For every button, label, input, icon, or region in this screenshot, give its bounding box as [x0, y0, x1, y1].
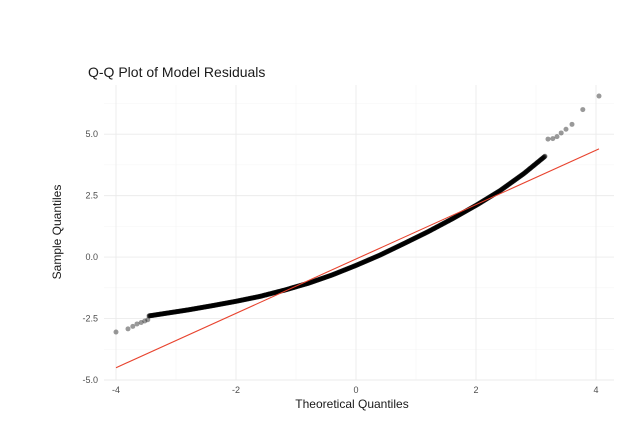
x-axis-title: Theoretical Quantiles — [295, 397, 408, 411]
qq-tail-point — [114, 330, 119, 335]
y-tick-label: -2.5 — [82, 314, 98, 324]
chart-title: Q-Q Plot of Model Residuals — [88, 64, 265, 80]
y-tick-label: 5.0 — [85, 129, 98, 139]
qq-tail-point — [580, 107, 585, 112]
qq-tail-point — [126, 326, 131, 331]
y-tick-label: 0.0 — [85, 252, 98, 262]
qq-tail-point — [559, 130, 564, 135]
qq-tail-point — [130, 324, 135, 329]
y-tick-label: 2.5 — [85, 191, 98, 201]
grid — [104, 85, 614, 380]
y-tick-label: -5.0 — [82, 375, 98, 385]
reference-line-group — [116, 149, 599, 368]
x-tick-label: -4 — [112, 385, 120, 395]
x-axis-ticks: -4 -2 0 2 4 — [112, 385, 599, 395]
qq-tail-point — [570, 122, 575, 127]
y-axis-title: Sample Quantiles — [50, 185, 64, 280]
qq-tail-point — [546, 137, 551, 142]
x-tick-label: 2 — [473, 385, 478, 395]
qq-tail-point — [145, 317, 150, 322]
x-tick-label: 0 — [353, 385, 358, 395]
reference-line — [116, 149, 599, 368]
qq-tail-point — [597, 94, 602, 99]
qq-point — [543, 154, 548, 159]
points — [114, 94, 602, 335]
x-tick-label: 4 — [593, 385, 598, 395]
qq-tail-point — [555, 134, 560, 139]
x-tick-label: -2 — [232, 385, 240, 395]
y-axis-ticks: -5.0 -2.5 0.0 2.5 5.0 — [82, 129, 98, 385]
qq-tail-point — [564, 127, 569, 132]
